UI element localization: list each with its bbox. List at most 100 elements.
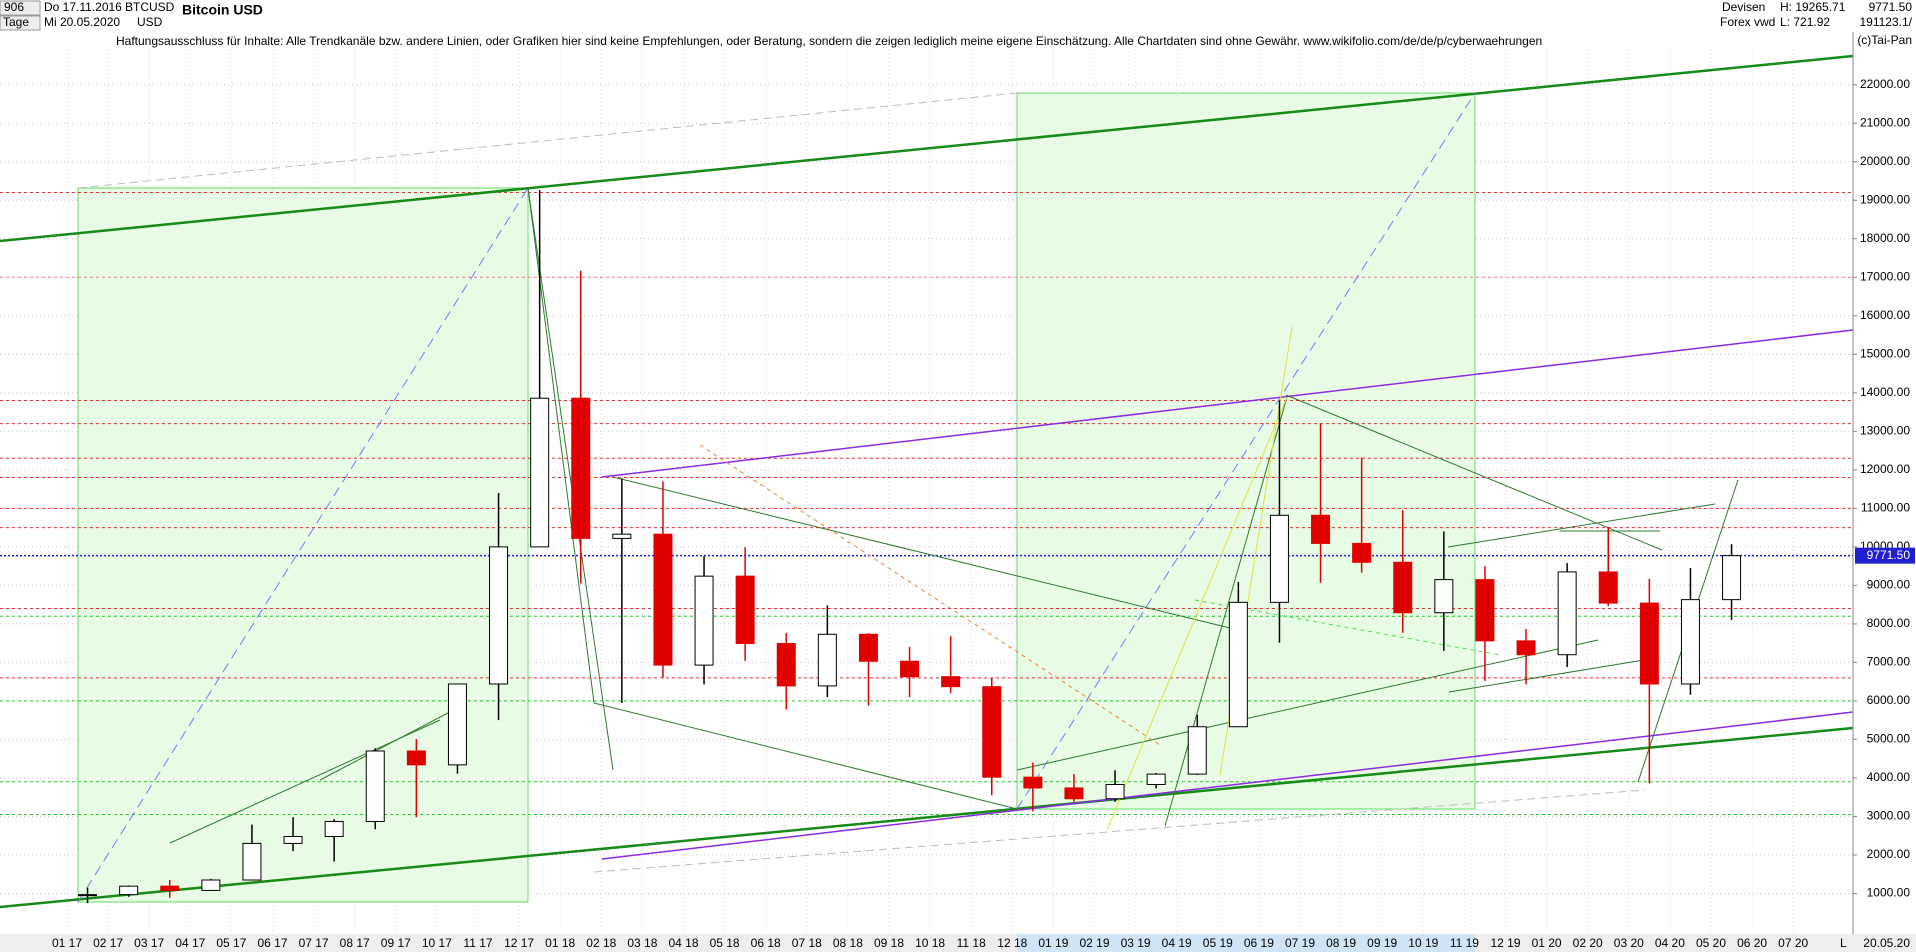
candle-body	[1311, 514, 1331, 544]
chart-title: Bitcoin USD	[182, 2, 263, 18]
x-tick-label: 08 17	[340, 936, 370, 950]
trend-line	[1164, 396, 1288, 827]
y-tick-label: 14000.00	[1860, 385, 1910, 399]
candle-body	[982, 686, 1002, 778]
trend-line	[1448, 658, 1651, 693]
candle-body	[324, 820, 344, 837]
candle-body	[78, 894, 98, 897]
candle-body	[283, 835, 303, 844]
y-tick-label: 21000.00	[1860, 115, 1910, 129]
y-tick-label: 17000.00	[1860, 269, 1910, 283]
x-tick-label: 02 20	[1573, 936, 1603, 950]
bars-count: 906	[4, 0, 24, 14]
end-date: Mi 20.05.2020	[44, 15, 120, 29]
trend-line	[699, 444, 1161, 746]
trend-line	[1106, 396, 1288, 831]
candle-body	[201, 879, 221, 891]
disclaimer: Haftungsausschluss für Inhalte: Alle Tre…	[116, 34, 1542, 48]
x-tick-label: 08 19	[1326, 936, 1356, 950]
y-tick-label: 15000.00	[1860, 346, 1910, 360]
y-tick-label: 18000.00	[1860, 231, 1910, 245]
candle-body	[1516, 640, 1536, 656]
field-box[interactable]	[0, 0, 41, 16]
x-tick-label: 09 18	[874, 936, 904, 950]
candle-body	[1352, 542, 1372, 563]
trend-line	[169, 719, 441, 844]
x-tick-label: 05 20	[1696, 936, 1726, 950]
y-tick-label: 16000.00	[1860, 308, 1910, 322]
x-tick-label: 06 19	[1244, 936, 1274, 950]
date-end-label: 20.05.20	[1863, 936, 1910, 950]
candle-body	[817, 633, 837, 687]
symbol: BTCUSD	[125, 0, 175, 14]
candle-body	[1639, 602, 1659, 685]
candle-body	[1146, 773, 1166, 785]
x-tick-label: 01 18	[545, 936, 575, 950]
trend-line	[601, 711, 1854, 860]
trend-line	[593, 702, 1018, 810]
x-tick-label: 10 18	[915, 936, 945, 950]
y-tick-label: 9000.00	[1867, 578, 1911, 592]
x-tick-label: 01 17	[52, 936, 82, 950]
y-tick-label: 22000.00	[1860, 77, 1910, 91]
trend-line	[1016, 92, 1476, 810]
x-tick-label: 11 18	[957, 936, 986, 950]
x-tick-label: 09 17	[381, 936, 411, 950]
y-tick-label: 12000.00	[1860, 462, 1910, 476]
candle-body	[530, 397, 550, 548]
y-tick-label: 7000.00	[1867, 655, 1911, 669]
candle-body	[1557, 571, 1577, 656]
candle-body	[489, 546, 509, 685]
y-tick-label: 8000.00	[1867, 616, 1911, 630]
candle-body	[735, 575, 755, 645]
trend-line	[1285, 394, 1663, 551]
trend-line	[593, 789, 1646, 873]
last-price-box	[1855, 547, 1915, 564]
x-tick-label: 04 17	[175, 936, 205, 950]
x-tick-label: 11 17	[463, 936, 492, 950]
trend-line	[601, 329, 1854, 478]
candle-body	[1393, 561, 1413, 614]
high: H: 19265.71	[1780, 0, 1846, 14]
x-tick-label: 07 20	[1778, 936, 1808, 950]
y-tick-label: 5000.00	[1867, 732, 1911, 746]
start-date: Do 17.11.2016	[44, 0, 122, 14]
candle-body	[1064, 787, 1084, 800]
x-tick-label: 03 19	[1121, 936, 1151, 950]
x-tick-label: 08 18	[833, 936, 863, 950]
copyright: (c)Tai-Pan	[1857, 33, 1912, 47]
field-box[interactable]	[0, 15, 41, 31]
y-tick-label: 11000.00	[1861, 501, 1910, 515]
candle-body	[1187, 726, 1207, 775]
candle-body	[941, 676, 961, 688]
last: 9771.50	[1869, 0, 1913, 14]
x-tick-label: 06 20	[1737, 936, 1767, 950]
y-tick-label: 1000.00	[1867, 886, 1911, 900]
y-tick-label: 2000.00	[1867, 847, 1911, 861]
candle-body	[119, 885, 139, 896]
x-tick-label: 06 17	[257, 936, 287, 950]
candle-body	[1434, 579, 1454, 614]
header-bar	[0, 0, 1916, 32]
x-tick-label: 12 17	[504, 936, 534, 950]
level-lines	[0, 192, 1853, 816]
y-tick-label: 19000.00	[1860, 192, 1910, 206]
candle-body	[406, 750, 426, 766]
y-tick-label: 6000.00	[1867, 693, 1911, 707]
candle-body	[1023, 776, 1043, 789]
source: Forex vwd	[1720, 15, 1775, 29]
x-tick-label: 12 19	[1490, 936, 1520, 950]
currency: USD	[137, 15, 163, 29]
candle-body	[1105, 783, 1125, 800]
candle-body	[242, 842, 262, 881]
candles	[78, 190, 1742, 904]
x-tick-label: 04 18	[668, 936, 698, 950]
x-tick-label: 05 19	[1203, 936, 1233, 950]
x-tick-label: 02 18	[586, 936, 616, 950]
candle-body	[365, 750, 385, 822]
scale-flag: L	[1840, 936, 1847, 950]
candle-body	[1228, 601, 1248, 728]
x-tick-label: 07 18	[792, 936, 822, 950]
x-tick-label: 10 17	[422, 936, 452, 950]
candle-body	[1598, 571, 1618, 604]
